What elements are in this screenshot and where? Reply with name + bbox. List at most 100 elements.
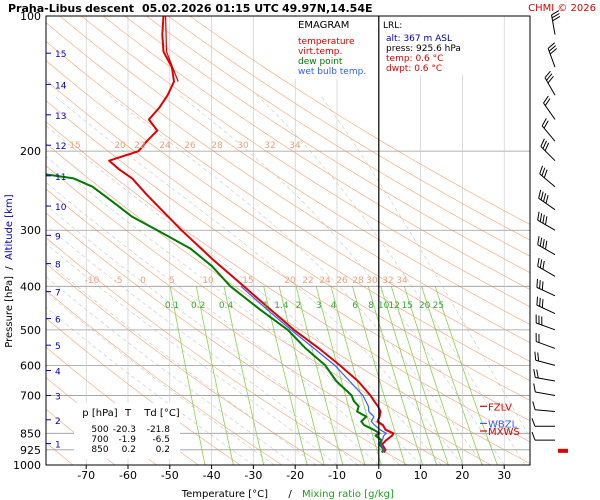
mixing-ratio-label: 0.4 [219,301,234,311]
wind-barb [540,138,556,162]
wind-barb [533,369,556,382]
header-datetime: 05.02.2026 01:15 UTC [142,2,279,15]
moist-adiabat [46,243,338,465]
y-axis-label-secondary: Altitude [km] [4,194,15,260]
theta-label-400: 32 [382,276,393,286]
wind-barb-staff [536,341,556,349]
dry-adiabat [124,16,530,274]
temperature-tick-label: -60 [119,469,137,482]
altitude-tick-label: 13 [55,112,66,122]
theta-label-400: 5 [169,276,175,286]
wind-barb-feather [532,401,536,410]
moist-adiabat [256,94,526,465]
wind-barb-feather [538,334,540,343]
temperature-tick-label: 30 [497,469,511,482]
mixing-ratio-label: 15 [402,301,413,311]
marker-label-fzlv: FZLV [488,402,512,413]
altitude-tick-label: 5 [55,342,61,352]
table-cell: -6.5 [152,435,170,445]
table-cell: 0.2 [122,445,136,455]
wind-barb-feather [547,76,554,84]
theta-label-200: 32 [264,141,275,151]
moist-adiabat [46,291,275,465]
wind-barb-feather [547,42,555,49]
wind-barb-feather [544,240,548,250]
theta-label-200: 30 [237,141,249,151]
legend-item: dew point [298,57,343,67]
altitude-tick-label: 8 [55,261,61,271]
wind-barb [531,431,555,441]
wind-barb-staff [551,14,556,35]
mixing-ratio-label: 8 [368,301,374,311]
wind-barb-feather [537,352,540,362]
wind-barb [541,118,556,142]
wind-barb-feather [540,138,545,147]
pressure-tick-label: 850 [20,427,41,440]
legend-title: EMAGRAM [298,20,349,31]
mixing-ratio-label: 1 [263,301,269,311]
table-header: Td [°C] [143,408,180,419]
legend-item: virt.temp. [298,47,342,57]
pressure-tick-label: 400 [20,280,41,293]
theta-label-400: 22 [302,276,313,286]
y-axis-title: Pressure [hPa] / Altitude [km] [4,194,15,347]
x-axis-label: Temperature [°C] [181,489,268,500]
theta-label-200: 26 [184,141,196,151]
wind-barb-feather [537,236,540,245]
wind-barb-feather [539,213,543,222]
wind-barb-staff [539,173,556,188]
altitude-tick-label: 4 [55,368,61,378]
mixing-ratio-label: 3 [316,301,322,311]
x-axis-title: Temperature [°C] / Mixing ratio [g/kg] [181,489,394,500]
wind-barb-staff [537,219,556,231]
table-header: T [124,408,132,419]
theta-label-400: -10 [85,276,100,286]
wind-barb-feather [539,259,543,268]
wind-barb-feather [538,189,542,199]
levels-table: p [hPa] T Td [°C] 500 -20.3 -21.8 700 -1.9 -6.5 8… [74,403,180,459]
pressure-tick-label: 100 [20,10,41,23]
wind-barb-feather [538,315,540,325]
theta-label-200: 24 [159,141,171,151]
dry-adiabat [189,16,530,225]
wind-barb-feather [542,214,545,224]
altitude-tick-label: 14 [55,81,67,91]
wind-barb-feather [544,216,548,225]
mixing-ratio-label: 2 [296,301,302,311]
wind-barb-feather [544,98,551,106]
wind-barb-feather [535,333,537,342]
wind-barb [547,42,558,68]
theta-label-400: 20 [284,276,296,286]
wind-barb-feather [551,10,560,16]
wind-barb-feather [539,297,541,307]
table-header: p [hPa] [82,408,117,419]
wind-barb-column [531,10,568,453]
lrl-line: temp: 0.6 °C [386,54,443,64]
wind-barb-feather [543,120,549,129]
altitude-tick-label: 9 [55,232,61,242]
temperature-tick-label: 20 [455,469,469,482]
wind-barb-staff [535,409,556,412]
wind-barb-staff [544,77,556,96]
wind-barb [531,418,555,427]
wind-barb-feather [536,296,539,306]
moist-adiabat [46,125,442,465]
dry-adiabat [146,16,530,257]
marker-label-wbzl: WBZL [488,419,518,430]
legend-item: temperature [298,37,355,47]
mixing-ratio-label: 6 [352,301,358,311]
wind-barb-feather [537,211,540,221]
mixing-ratio-label: 1.4 [274,301,289,311]
wind-barb [537,236,556,256]
wind-barb-staff [538,197,556,211]
theta-label-200: 22 [134,141,145,151]
x-axis-separator: / [288,489,292,500]
mixing-ratio-label: 20 [419,301,431,311]
wind-barb-feather [551,13,560,19]
dry-adiabat [46,79,530,401]
wind-barb-feather [535,314,537,324]
wind-barb-feather [543,95,549,104]
wind-barb-feather [544,142,550,151]
wind-barb-feather [540,191,544,201]
